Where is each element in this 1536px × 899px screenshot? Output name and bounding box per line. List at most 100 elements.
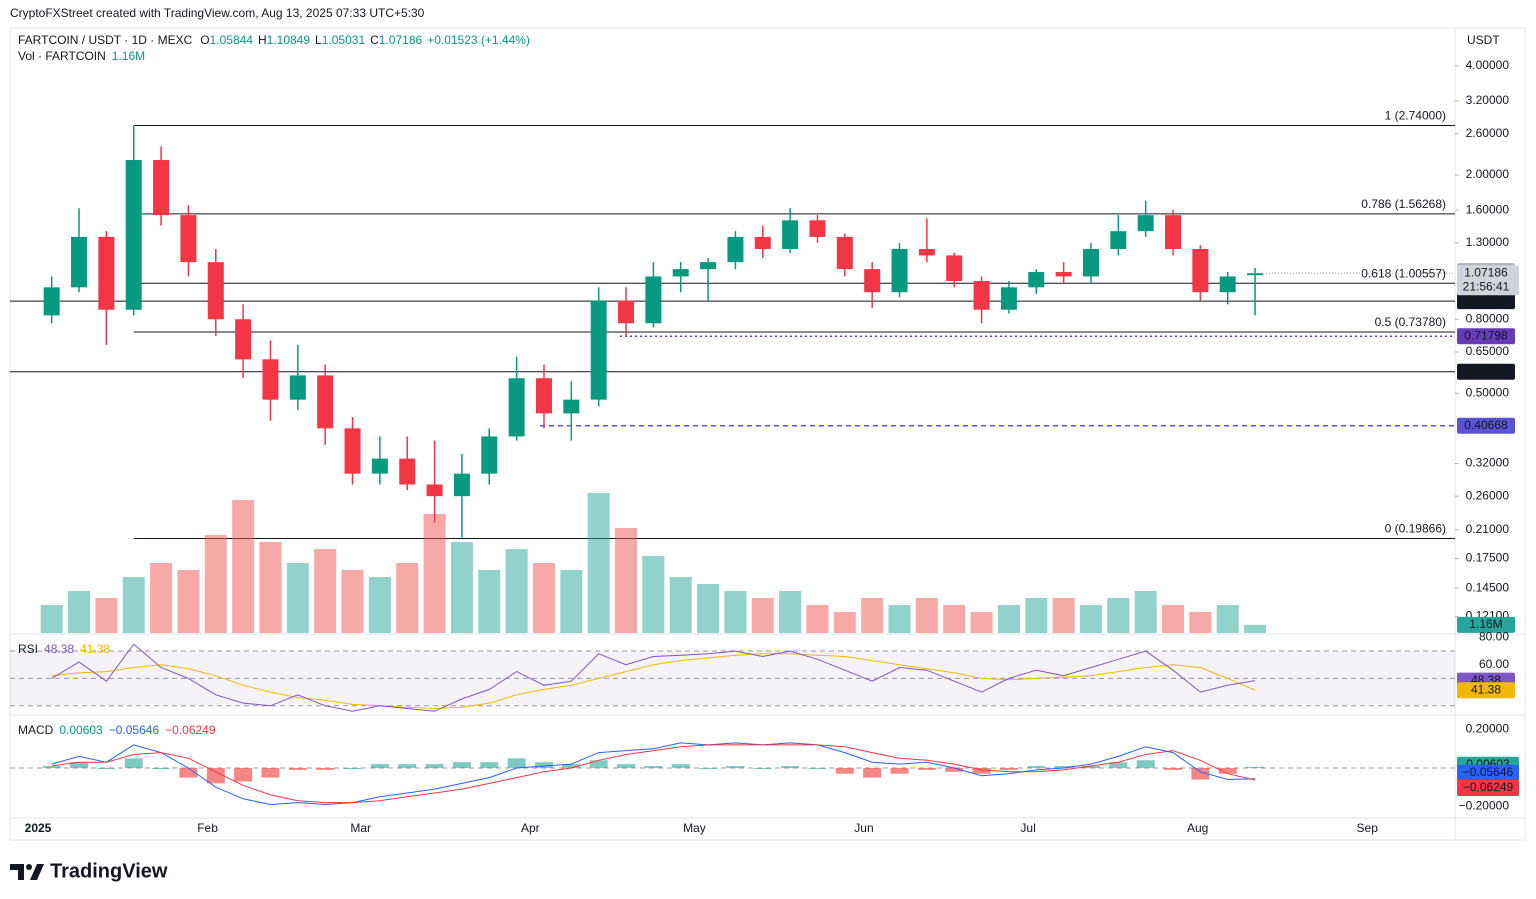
macd-hist-bar — [1054, 766, 1073, 768]
price-badge — [1457, 328, 1515, 345]
fib-label: 0.618 (1.00557) — [1361, 266, 1446, 280]
candle-body — [153, 160, 170, 216]
candle-body — [453, 473, 470, 497]
volume-bar — [68, 591, 91, 633]
ohlc-value: 1.07186 — [379, 33, 423, 47]
macd-badge-label: −0.06249 — [1463, 780, 1514, 794]
volume-badge — [1457, 616, 1515, 633]
candle-body — [344, 428, 361, 474]
macd-hist-bar — [343, 767, 362, 769]
volume-bar — [1079, 605, 1102, 633]
macd-hist-bar — [781, 766, 800, 768]
volume-bar — [232, 500, 255, 633]
symbol: FARTCOIN / USDT · 1D · MEXC — [18, 33, 193, 47]
macd-hist-bar — [261, 767, 280, 778]
rsi-badge-label: 41.38 — [1471, 682, 1501, 696]
ohlc-key: H — [258, 33, 267, 47]
y-tick-label: 2.60000 — [1466, 126, 1510, 140]
candle-body — [891, 249, 908, 293]
candle-body — [235, 319, 252, 360]
macd-hist-bar — [288, 767, 307, 770]
candle-body — [1028, 272, 1045, 288]
candle-body — [1165, 215, 1182, 250]
logo-text: TradingView — [50, 860, 168, 882]
volume-bar — [833, 612, 856, 633]
candle-body — [289, 375, 306, 400]
macd-legend-macd: −0.05646 — [109, 723, 160, 737]
x-tick-label: 2025 — [25, 821, 52, 835]
macd-hist-bar — [863, 767, 882, 778]
macd-hist-bar — [152, 767, 171, 769]
macd-hist-bar — [507, 758, 526, 768]
macd-hist-bar — [206, 767, 225, 784]
volume-bar — [177, 570, 200, 633]
macd-hist-bar — [480, 762, 499, 768]
volume-bar — [505, 549, 528, 633]
candle-body — [98, 236, 115, 310]
y-tick-label: 1.60000 — [1466, 202, 1510, 216]
credit: CryptoFXStreet created with TradingView.… — [10, 6, 425, 20]
volume-bar — [40, 605, 63, 633]
macd-hist-bar — [1218, 767, 1237, 774]
candle-body — [563, 399, 580, 414]
x-tick-label: Sep — [1357, 821, 1379, 835]
volume-bar — [697, 584, 720, 633]
volume-bar — [1107, 598, 1130, 633]
y-tick-label: 0.50000 — [1466, 385, 1510, 399]
macd-badge — [1457, 779, 1519, 796]
rsi-legend-ma: 41.38 — [80, 642, 110, 656]
macd-hist-bar — [644, 766, 663, 768]
price-badge-label: 0.40668 — [1464, 418, 1508, 432]
y-tick-label: 4.00000 — [1466, 58, 1510, 72]
macd-hist-bar — [1027, 766, 1046, 768]
macd-hist-bar — [972, 767, 991, 774]
volume-legend: Vol · FARTCOIN 1.16M — [18, 49, 145, 63]
volume-bar — [724, 591, 747, 633]
ohlc-value: 1.05844 — [210, 33, 254, 47]
x-tick-label: May — [683, 821, 706, 835]
macd-legend-signal: −0.06249 — [165, 723, 216, 737]
fib-label: 0.786 (1.56268) — [1361, 197, 1446, 211]
candle-body — [71, 236, 88, 288]
change: +0.01523 (+1.44%) — [427, 33, 530, 47]
ohlc-value: 1.10849 — [267, 33, 311, 47]
x-tick-label: Mar — [350, 821, 371, 835]
y-tick-label: 0.65000 — [1466, 344, 1510, 358]
volume-bar — [943, 605, 966, 633]
candle-body — [43, 287, 60, 316]
candle-body — [399, 458, 416, 485]
candle-body — [946, 255, 963, 282]
countdown: 21:56:41 — [1463, 279, 1510, 293]
y-tick-label: 0.14500 — [1466, 580, 1510, 594]
y-tick-label: 0.80000 — [1466, 311, 1510, 325]
macd-tick-label: 0.20000 — [1466, 722, 1510, 736]
candle-body — [918, 249, 935, 256]
volume-bar — [450, 542, 473, 633]
volume-bar — [95, 598, 118, 633]
rsi-legend-value: 48.38 — [44, 642, 74, 656]
y-tick-label: 0.26000 — [1466, 488, 1510, 502]
candle-body — [645, 276, 662, 324]
macd-hist-bar — [70, 762, 89, 768]
candle-body — [1055, 272, 1072, 277]
chart-frame — [9, 27, 1526, 841]
macd-hist-bar — [589, 760, 608, 768]
macd-hist-bar — [617, 764, 636, 768]
volume-bar — [751, 598, 774, 633]
y-tick-label: 0.32000 — [1466, 456, 1510, 470]
volume-bar — [888, 605, 911, 633]
volume-badge-label: 1.16M — [1469, 617, 1502, 631]
volume-bar — [122, 577, 145, 633]
macd-hist-bar — [699, 767, 718, 769]
macd-badge — [1457, 764, 1519, 781]
volume-bar — [532, 563, 555, 633]
macd-legend-hist: 0.00603 — [59, 723, 103, 737]
rsi-ma-line — [51, 653, 1256, 710]
volume-bar — [615, 528, 638, 633]
macd-tick-label: −0.20000 — [1459, 799, 1510, 813]
signal-line — [51, 744, 1256, 804]
candle-body — [481, 436, 498, 474]
macd-hist-bar — [1109, 762, 1128, 768]
